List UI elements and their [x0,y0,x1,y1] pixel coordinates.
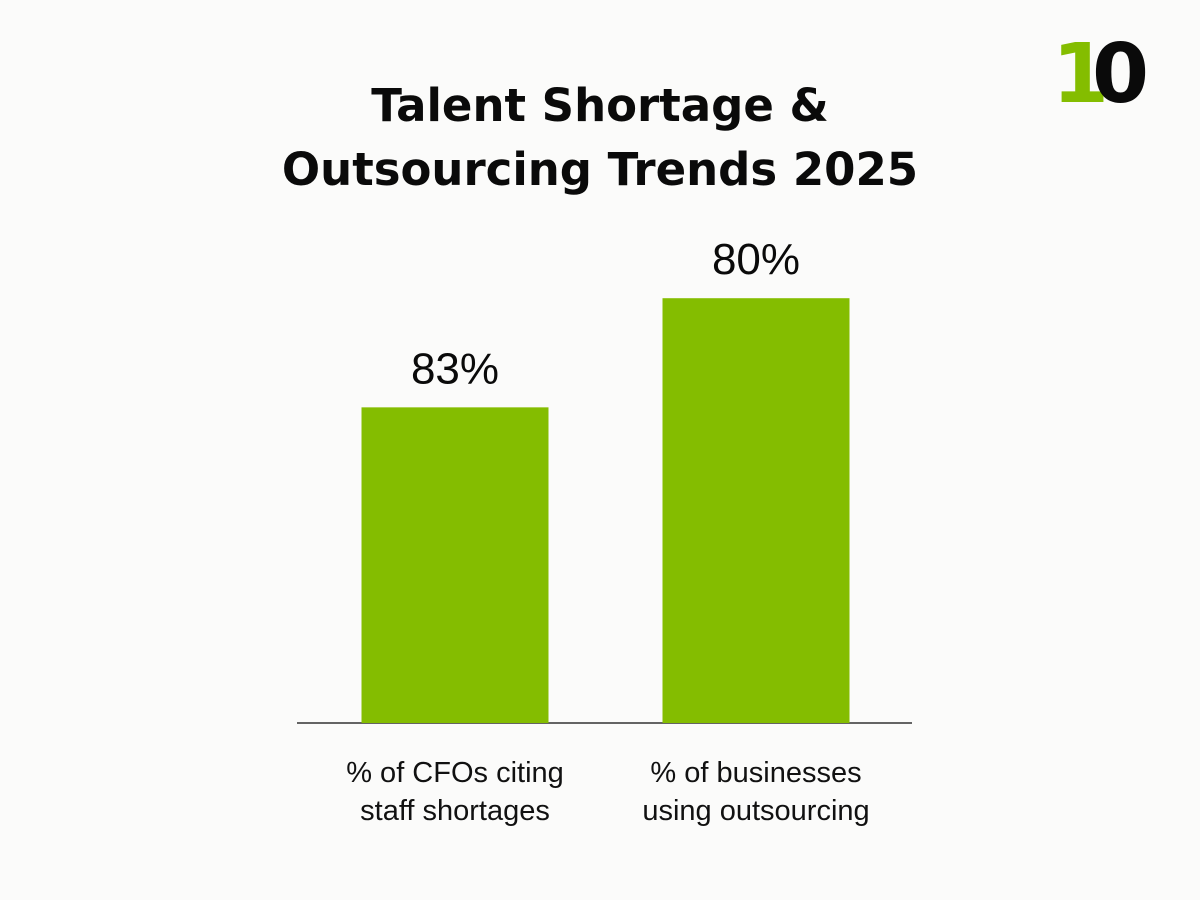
bar-1 [361,407,549,723]
brand-logo: 1 0 [1052,38,1149,106]
logo-digit-zero: 0 [1092,38,1149,106]
logo-digit-one: 1 [1052,38,1109,106]
category-label-2-line-2: using outsourcing [642,795,869,827]
category-label-1-line-2: staff shortages [360,795,550,827]
category-label-1-line-1: % of CFOs citing [346,757,564,789]
data-label-2: 80% [712,235,800,284]
chart-title-line-1: Talent Shortage & [371,79,829,132]
bar-2 [662,298,850,723]
chart-title-line-2: Outsourcing Trends 2025 [281,143,919,196]
category-label-2-line-1: % of businesses [650,757,861,789]
data-label-1: 83% [411,344,499,393]
